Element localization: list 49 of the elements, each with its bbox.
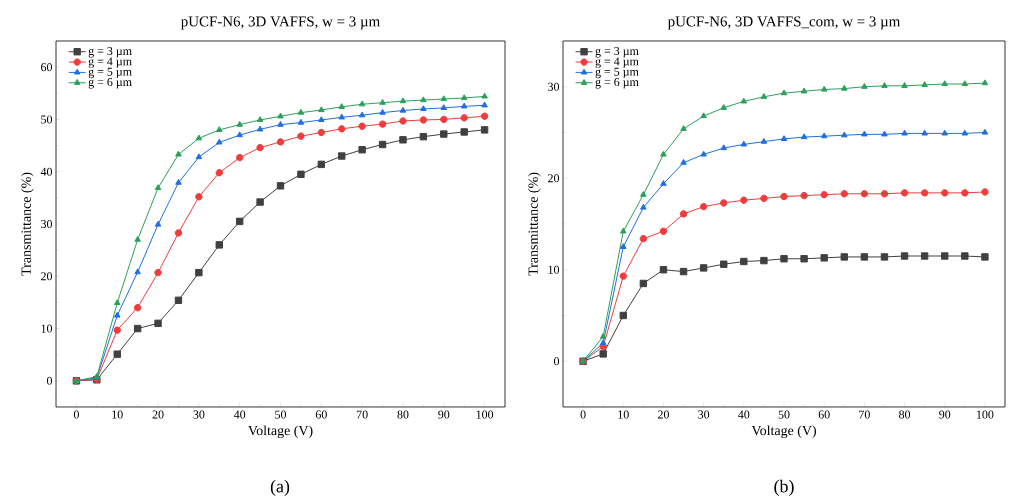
text: (a) (270, 479, 290, 497)
x-axis-title: Voltage (V) (248, 425, 313, 439)
x-tick-label: 30 (193, 410, 205, 419)
x-tick-label: 90 (939, 410, 951, 419)
y-tick-label: 30 (41, 219, 53, 229)
x-tick-label: 60 (818, 410, 830, 419)
x-tick-label: 100 (977, 410, 994, 419)
x-tick-label: 60 (315, 410, 327, 419)
y-tick-label: 40 (40, 167, 53, 176)
x-tick-label: 70 (859, 410, 870, 419)
legend-label: g = 6 µm (595, 78, 639, 89)
y-tick-label: 20 (548, 174, 560, 183)
y-tick-label: 60 (41, 63, 53, 72)
legend-label: g = 3 µm (595, 47, 639, 58)
x-tick-label: 0 (580, 410, 586, 419)
x-tick-label: 100 (476, 410, 494, 419)
legend-label: g = 5 µm (88, 67, 132, 79)
chart-title: pUCF-N6, 3D VAFFS_com, w = 3 µm (667, 16, 901, 30)
legend-label: g = 4 µm (595, 57, 639, 68)
y-axis-title: Transmittance (%) (21, 172, 34, 276)
x-tick-label: 20 (658, 410, 669, 419)
text: (b) (774, 479, 794, 497)
x-axis-title: Voltage (V) (751, 425, 816, 439)
y-tick-label: 0 (553, 357, 560, 366)
legend-label: g = 4 µm (88, 57, 132, 68)
legend-label: g = 6 µm (88, 78, 132, 89)
x-tick-label: 0 (73, 410, 79, 419)
y-tick-label: 10 (548, 265, 560, 274)
legend-label: g = 5 µm (595, 67, 639, 79)
x-tick-label: 40 (738, 410, 750, 419)
x-tick-label: 30 (698, 410, 710, 419)
x-tick-label: 50 (778, 410, 790, 419)
y-tick-label: 0 (46, 376, 53, 385)
x-tick-label: 10 (112, 410, 123, 419)
legend-label: g = 3 µm (88, 47, 132, 58)
x-tick-label: 50 (275, 410, 287, 419)
y-tick-label: 20 (41, 272, 53, 281)
x-tick-label: 40 (233, 410, 246, 419)
y-tick-label: 10 (41, 324, 53, 333)
chart-title: pUCF-N6, 3D VAFFS, w = 3 µm (181, 16, 380, 30)
x-tick-label: 90 (438, 410, 450, 419)
y-tick-label: 30 (548, 82, 560, 91)
x-tick-label: 80 (899, 410, 911, 419)
x-tick-label: 70 (356, 410, 368, 419)
y-tick-label: 50 (41, 115, 53, 124)
y-axis-title: Transmittance (%) (528, 172, 541, 276)
x-tick-label: 20 (152, 410, 164, 419)
x-tick-label: 10 (618, 410, 629, 419)
x-tick-label: 80 (397, 410, 409, 419)
